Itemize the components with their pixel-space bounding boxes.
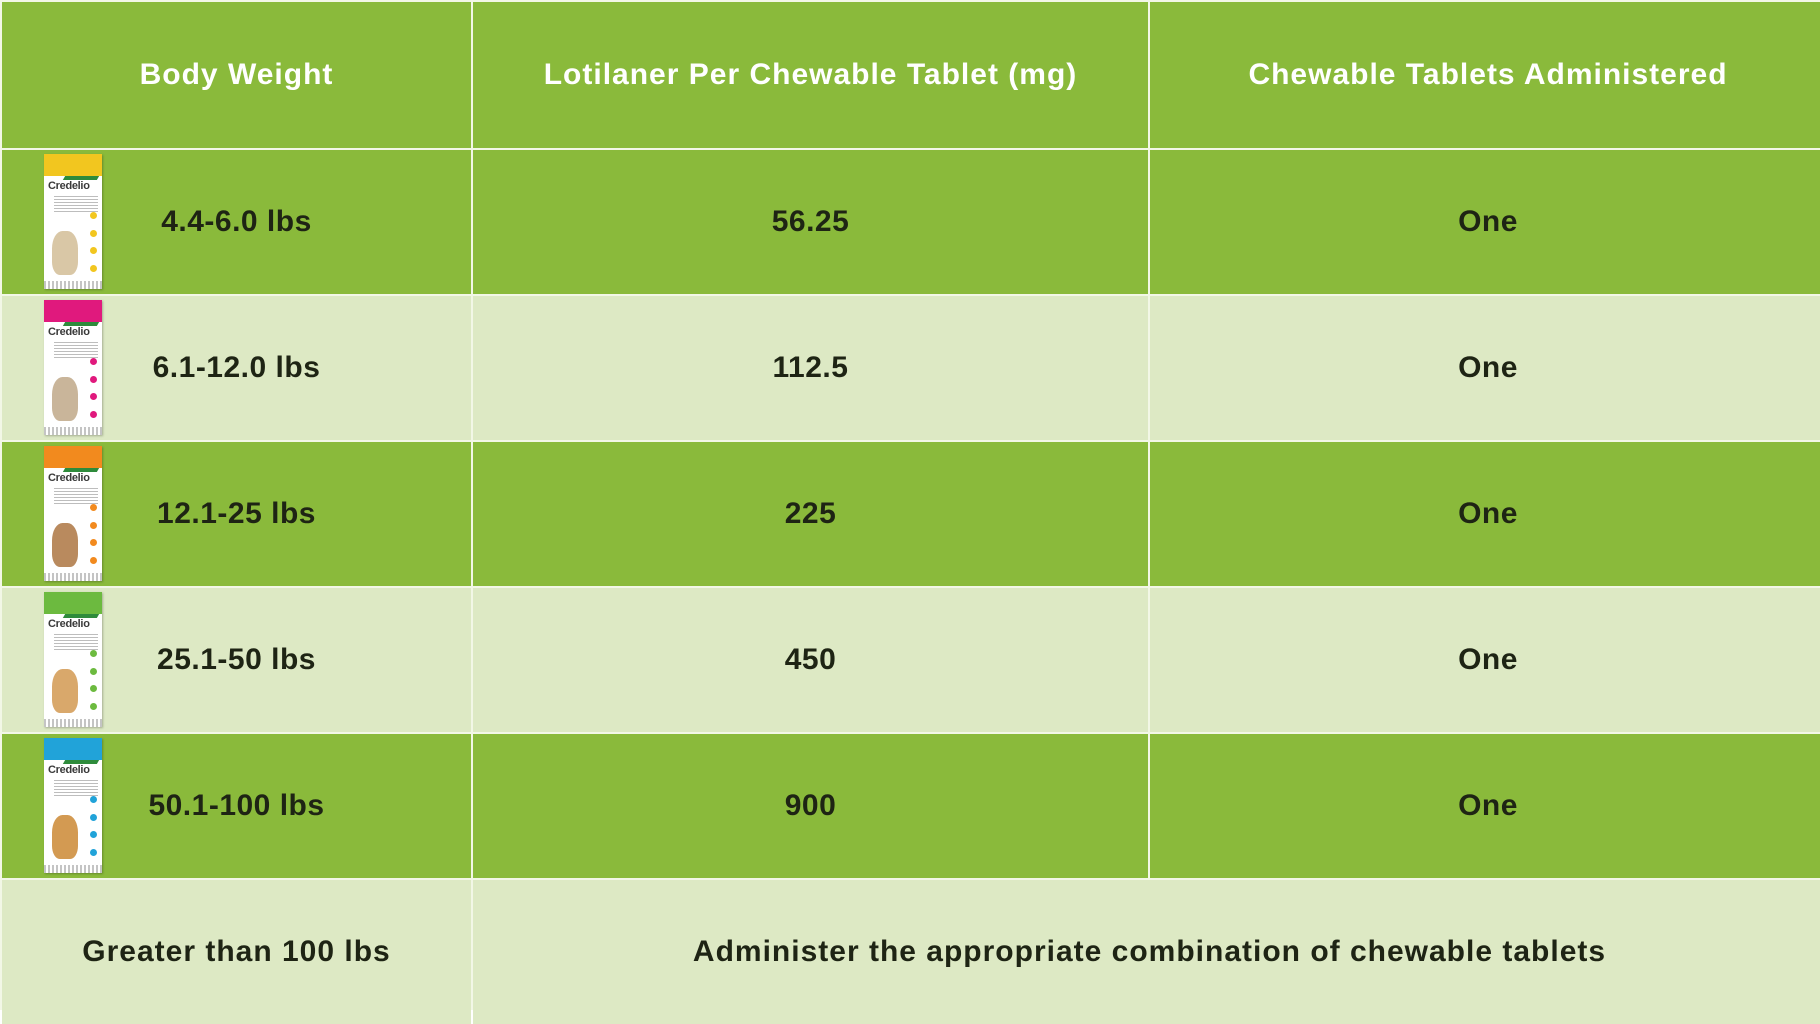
package-brand: Credelio [48, 180, 90, 192]
mg-value: 900 [784, 789, 837, 822]
header-body-weight-label: Body Weight [139, 58, 334, 91]
table-row-3-mg: 450 [473, 588, 1148, 732]
header-tablets: Chewable Tablets Administered [1150, 2, 1820, 148]
dog-image [52, 815, 78, 859]
table-row-4-weight: Credelio 50.1-100 lbs [2, 734, 471, 878]
footer-instruction-cell: Administer the appropriate combination o… [473, 880, 1820, 1024]
package-brand: Credelio [48, 618, 90, 630]
tablets-value: One [1458, 643, 1518, 676]
table-row-0-mg: 56.25 [473, 150, 1148, 294]
package-footer [44, 427, 102, 435]
package-text-lines [54, 780, 98, 798]
weight-label: 50.1-100 lbs [148, 789, 325, 822]
package-band [44, 738, 102, 760]
dog-image [52, 231, 78, 275]
table-row-0-weight: Credelio 4.4-6.0 lbs [2, 150, 471, 294]
footer-weight-label: Greater than 100 lbs [82, 935, 391, 968]
mg-value: 225 [784, 497, 837, 530]
package-swoosh [62, 468, 100, 472]
dog-image [52, 669, 78, 713]
table-row-1-weight: Credelio 6.1-12.0 lbs [2, 296, 471, 440]
tablets-value: One [1458, 497, 1518, 530]
package-footer [44, 573, 102, 581]
tablets-value: One [1458, 789, 1518, 822]
package-icons [90, 650, 98, 710]
table-row-0-tablets: One [1150, 150, 1820, 294]
package-footer [44, 719, 102, 727]
header-lotilaner-label: Lotilaner Per Chewable Tablet (mg) [543, 58, 1078, 91]
package-footer [44, 865, 102, 873]
mg-value: 112.5 [772, 351, 849, 384]
package-text-lines [54, 342, 98, 360]
table-row-4-mg: 900 [473, 734, 1148, 878]
header-lotilaner: Lotilaner Per Chewable Tablet (mg) [473, 2, 1148, 148]
package-band [44, 592, 102, 614]
table-row-3-tablets: One [1150, 588, 1820, 732]
package-swoosh [62, 614, 100, 618]
table-row-2-tablets: One [1150, 442, 1820, 586]
header-body-weight: Body Weight [2, 2, 471, 148]
package-band [44, 300, 102, 322]
package-swoosh [62, 176, 100, 180]
table-row-3-weight: Credelio 25.1-50 lbs [2, 588, 471, 732]
package-icons [90, 358, 98, 418]
package-band [44, 446, 102, 468]
table-row-4-tablets: One [1150, 734, 1820, 878]
credelio-package-image: Credelio [44, 446, 102, 581]
credelio-package-image: Credelio [44, 738, 102, 873]
package-brand: Credelio [48, 764, 90, 776]
package-brand: Credelio [48, 472, 90, 484]
footer-weight-cell: Greater than 100 lbs [2, 880, 471, 1024]
weight-label: 25.1-50 lbs [157, 643, 316, 676]
table-row-1-tablets: One [1150, 296, 1820, 440]
package-text-lines [54, 196, 98, 214]
table-row-2-weight: Credelio 12.1-25 lbs [2, 442, 471, 586]
package-text-lines [54, 488, 98, 506]
package-band [44, 154, 102, 176]
package-text-lines [54, 634, 98, 652]
mg-value: 56.25 [771, 205, 850, 238]
weight-label: 6.1-12.0 lbs [152, 351, 321, 384]
credelio-package-image: Credelio [44, 592, 102, 727]
table-row-2-mg: 225 [473, 442, 1148, 586]
package-icons [90, 796, 98, 856]
credelio-package-image: Credelio [44, 154, 102, 289]
weight-label: 4.4-6.0 lbs [161, 205, 312, 238]
package-icons [90, 212, 98, 272]
package-brand: Credelio [48, 326, 90, 338]
tablets-value: One [1458, 351, 1518, 384]
credelio-package-image: Credelio [44, 300, 102, 435]
tablets-value: One [1458, 205, 1518, 238]
package-swoosh [62, 760, 100, 764]
dog-image [52, 377, 78, 421]
dog-image [52, 523, 78, 567]
package-footer [44, 281, 102, 289]
package-swoosh [62, 322, 100, 326]
mg-value: 450 [784, 643, 837, 676]
weight-label: 12.1-25 lbs [157, 497, 316, 530]
header-tablets-label: Chewable Tablets Administered [1248, 58, 1728, 91]
table-row-1-mg: 112.5 [473, 296, 1148, 440]
footer-instruction-label: Administer the appropriate combination o… [692, 935, 1607, 968]
package-icons [90, 504, 98, 564]
